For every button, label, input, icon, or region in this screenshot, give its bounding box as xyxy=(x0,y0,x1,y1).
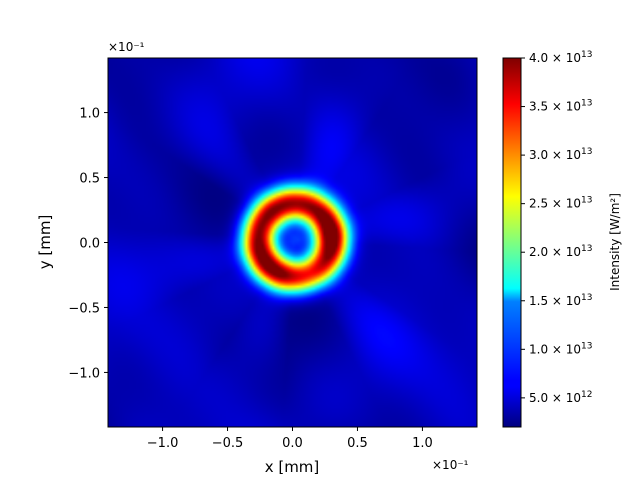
colorbar: 5.0 × 1012 1.0 × 1013 1.5 × 1013 2.0 × 1013… xyxy=(502,50,622,428)
colorbar-title: Intensity [W/m²] xyxy=(608,193,622,291)
colorbar-gradient xyxy=(503,58,521,427)
x-tick-label: −0.5 xyxy=(212,436,244,451)
colorbar-tick-label: 1.0 × 1013 xyxy=(529,341,593,356)
y-tick-label: 0.5 xyxy=(79,172,100,187)
x-axis: −1.0 −0.5 0.0 0.5 1.0 xyxy=(147,427,433,451)
y-tick-label: 1.0 xyxy=(79,107,100,122)
x-offset-label: ×10⁻¹ xyxy=(432,458,469,472)
colorbar-tick-label: 5.0 × 1012 xyxy=(529,390,593,405)
colorbar-tick-label: 4.0 × 1013 xyxy=(529,50,593,65)
colorbar-frame xyxy=(502,57,522,428)
colorbar-tick-label: 2.0 × 1013 xyxy=(529,244,593,259)
colorbar-tick-label: 3.0 × 1013 xyxy=(529,147,593,162)
heatmap xyxy=(108,58,477,427)
colorbar-tick-label: 3.5 × 1013 xyxy=(529,99,593,114)
colorbar-tick-label: 2.5 × 1013 xyxy=(529,196,593,211)
colorbar-tick-label: 1.5 × 1013 xyxy=(529,293,593,308)
y-tick-label: −0.5 xyxy=(68,301,100,316)
y-tick-label: −1.0 xyxy=(68,366,100,381)
x-tick-label: 0.5 xyxy=(347,436,368,451)
y-offset-label: ×10⁻¹ xyxy=(108,40,145,54)
y-axis-title: y [mm] xyxy=(36,215,54,270)
x-tick-label: 0.0 xyxy=(282,436,303,451)
x-tick-label: 1.0 xyxy=(412,436,433,451)
y-tick-label: 0.0 xyxy=(79,237,100,252)
x-tick-label: −1.0 xyxy=(147,436,179,451)
x-axis-title: x [mm] xyxy=(265,458,320,476)
y-axis: −1.0 −0.5 0.0 0.5 1.0 xyxy=(68,107,108,381)
